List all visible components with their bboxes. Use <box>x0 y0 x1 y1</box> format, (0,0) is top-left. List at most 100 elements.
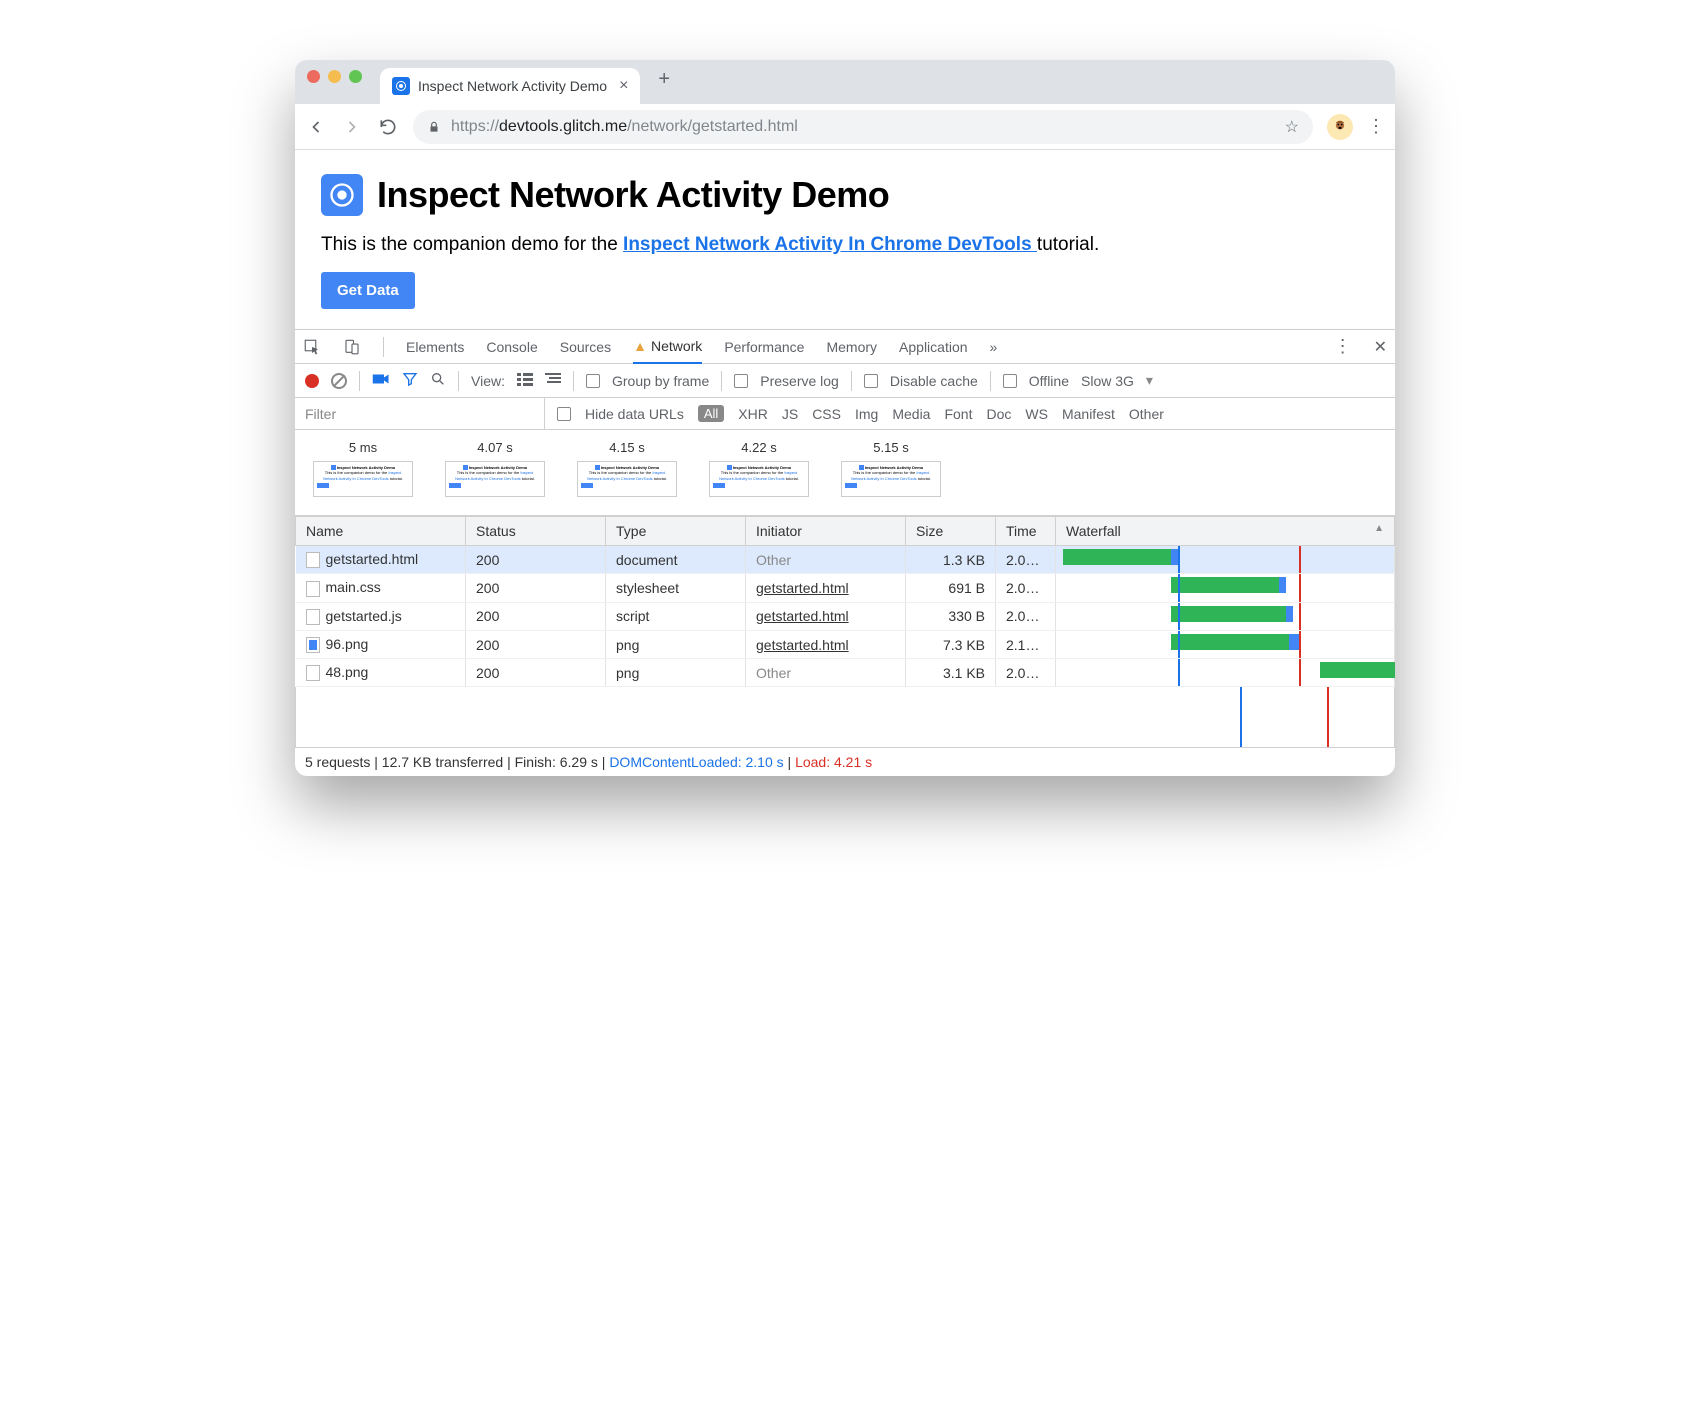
filter-chip-other[interactable]: Other <box>1129 406 1164 422</box>
screenshot-toggle-icon[interactable] <box>372 372 390 389</box>
cell-initiator: getstarted.html <box>746 574 906 602</box>
overview-toggle-icon[interactable] <box>545 372 561 389</box>
maximize-window-button[interactable] <box>349 70 362 83</box>
filter-chip-manifest[interactable]: Manifest <box>1062 406 1115 422</box>
record-button[interactable] <box>305 374 319 388</box>
filter-chip-doc[interactable]: Doc <box>986 406 1011 422</box>
devtools-panel: Elements Console Sources ▲Network Perfor… <box>295 329 1395 776</box>
tab-network[interactable]: ▲Network <box>633 330 702 364</box>
clear-button[interactable] <box>331 373 347 389</box>
filmstrip-frame[interactable]: 4.22 s Inspect Network Activity Demo Thi… <box>709 440 809 497</box>
traffic-lights <box>307 60 362 104</box>
filmstrip-timestamp: 5 ms <box>313 440 413 455</box>
inspect-element-icon[interactable] <box>303 338 321 356</box>
tab-application[interactable]: Application <box>899 339 968 355</box>
table-row[interactable]: getstarted.js 200 script getstarted.html… <box>296 602 1395 630</box>
hide-data-urls-label: Hide data URLs <box>585 406 684 422</box>
col-name[interactable]: Name <box>296 517 466 546</box>
large-rows-icon[interactable] <box>517 372 533 389</box>
throttle-chevron-icon[interactable]: ▾ <box>1146 372 1153 389</box>
device-toggle-icon[interactable] <box>343 338 361 356</box>
status-finish: Finish: 6.29 s <box>515 754 598 770</box>
tab-memory[interactable]: Memory <box>826 339 877 355</box>
tab-elements[interactable]: Elements <box>406 339 464 355</box>
file-icon <box>306 609 320 625</box>
throttle-select[interactable]: Slow 3G <box>1081 373 1134 389</box>
devtools-tabs: Elements Console Sources ▲Network Perfor… <box>295 330 1395 364</box>
tutorial-link[interactable]: Inspect Network Activity In Chrome DevTo… <box>623 234 1037 255</box>
col-waterfall[interactable]: Waterfall <box>1056 517 1395 546</box>
cell-size: 7.3 KB <box>906 630 996 658</box>
file-icon <box>306 552 320 568</box>
cell-size: 330 B <box>906 602 996 630</box>
cell-size: 1.3 KB <box>906 546 996 574</box>
filmstrip-frame[interactable]: 4.15 s Inspect Network Activity Demo Thi… <box>577 440 677 497</box>
address-bar[interactable]: https://devtools.glitch.me/network/getst… <box>413 110 1313 144</box>
page-title: Inspect Network Activity Demo <box>377 174 889 216</box>
url-text: https://devtools.glitch.me/network/getst… <box>451 118 798 136</box>
filter-chip-img[interactable]: Img <box>855 406 878 422</box>
table-row[interactable]: 48.png 200 png Other 3.1 KB 2.0… <box>296 659 1395 687</box>
col-size[interactable]: Size <box>906 517 996 546</box>
cell-waterfall <box>1056 630 1395 658</box>
network-table: Name Status Type Initiator Size Time Wat… <box>295 516 1395 687</box>
new-tab-button[interactable]: + <box>658 60 670 104</box>
close-devtools-button[interactable]: ✕ <box>1374 337 1387 357</box>
cell-initiator: getstarted.html <box>746 602 906 630</box>
disable-cache-checkbox[interactable] <box>864 374 878 388</box>
minimize-window-button[interactable] <box>328 70 341 83</box>
table-row[interactable]: 96.png 200 png getstarted.html 7.3 KB 2.… <box>296 630 1395 658</box>
devtools-menu-button[interactable]: ⋮ <box>1334 336 1352 357</box>
hide-data-urls-checkbox[interactable] <box>557 407 571 421</box>
filter-chip-media[interactable]: Media <box>892 406 930 422</box>
reload-button[interactable] <box>377 116 399 138</box>
cell-time: 2.0… <box>996 574 1056 602</box>
offline-checkbox[interactable] <box>1003 374 1017 388</box>
filter-chip-all[interactable]: All <box>698 405 724 422</box>
filter-chip-ws[interactable]: WS <box>1025 406 1048 422</box>
tab-sources[interactable]: Sources <box>560 339 611 355</box>
tab-console[interactable]: Console <box>486 339 537 355</box>
cell-size: 3.1 KB <box>906 659 996 687</box>
col-time[interactable]: Time <box>996 517 1056 546</box>
col-status[interactable]: Status <box>466 517 606 546</box>
close-window-button[interactable] <box>307 70 320 83</box>
col-type[interactable]: Type <box>606 517 746 546</box>
cell-waterfall <box>1056 602 1395 630</box>
profile-avatar[interactable] <box>1327 114 1353 140</box>
close-tab-icon[interactable]: × <box>619 77 628 95</box>
filmstrip-frame[interactable]: 4.07 s Inspect Network Activity Demo Thi… <box>445 440 545 497</box>
table-row[interactable]: main.css 200 stylesheet getstarted.html … <box>296 574 1395 602</box>
filmstrip-thumb: Inspect Network Activity Demo This is th… <box>445 461 545 497</box>
view-label: View: <box>471 373 505 389</box>
filter-input[interactable]: Filter <box>295 398 545 429</box>
filter-chip-css[interactable]: CSS <box>812 406 841 422</box>
group-by-frame-checkbox[interactable] <box>586 374 600 388</box>
get-data-button[interactable]: Get Data <box>321 272 415 309</box>
filmstrip-timestamp: 4.22 s <box>709 440 809 455</box>
filmstrip-frame[interactable]: 5.15 s Inspect Network Activity Demo Thi… <box>841 440 941 497</box>
filter-chip-font[interactable]: Font <box>944 406 972 422</box>
filmstrip-frame[interactable]: 5 ms Inspect Network Activity Demo This … <box>313 440 413 497</box>
toolbar: https://devtools.glitch.me/network/getst… <box>295 104 1395 150</box>
col-initiator[interactable]: Initiator <box>746 517 906 546</box>
browser-menu-button[interactable]: ⋮ <box>1367 116 1385 137</box>
browser-tab[interactable]: Inspect Network Activity Demo × <box>380 68 640 104</box>
forward-button[interactable] <box>341 116 363 138</box>
table-row[interactable]: getstarted.html 200 document Other 1.3 K… <box>296 546 1395 574</box>
cell-type: png <box>606 659 746 687</box>
filter-toggle-icon[interactable] <box>402 371 418 390</box>
search-icon[interactable] <box>430 371 446 390</box>
back-button[interactable] <box>305 116 327 138</box>
filter-chip-xhr[interactable]: XHR <box>738 406 768 422</box>
more-tabs-button[interactable]: » <box>990 339 998 355</box>
filter-chip-js[interactable]: JS <box>782 406 798 422</box>
tab-performance[interactable]: Performance <box>724 339 804 355</box>
cell-time: 2.1… <box>996 630 1056 658</box>
status-transferred: 12.7 KB transferred <box>382 754 503 770</box>
cell-time: 2.0… <box>996 659 1056 687</box>
bookmark-star-icon[interactable]: ☆ <box>1285 117 1299 137</box>
preserve-log-checkbox[interactable] <box>734 374 748 388</box>
cell-size: 691 B <box>906 574 996 602</box>
tab-title: Inspect Network Activity Demo <box>418 78 607 94</box>
